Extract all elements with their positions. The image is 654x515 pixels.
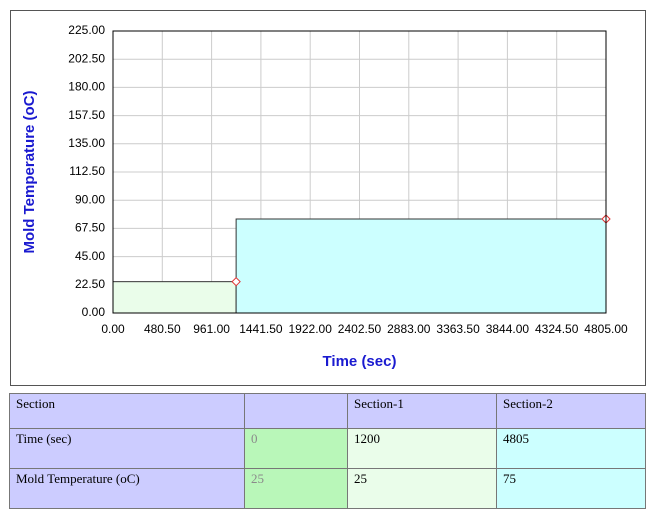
cell[interactable]: 25: [347, 468, 497, 509]
y-tick-label: 67.50: [75, 221, 105, 235]
area-segment: [112, 281, 237, 314]
y-tick-label: 135.00: [68, 136, 105, 150]
header-cell: Section: [9, 393, 245, 429]
point-marker: [231, 276, 241, 287]
plot-border: [112, 30, 607, 314]
row-label: Mold Temperature (oC): [9, 468, 245, 509]
area-segment: [235, 218, 607, 314]
chart: 0.00 22.50 45.00 67.50 90.00 112.50 135.00 157.…: [21, 23, 628, 370]
x-axis-label: Time (sec): [323, 353, 397, 370]
y-tick-label: 45.00: [75, 249, 105, 263]
x-tick-label: 2402.50: [338, 322, 382, 336]
x-tick-label: 1441.50: [239, 322, 283, 336]
x-tick-label: 3844.00: [486, 322, 530, 336]
y-tick-label: 225.00: [68, 23, 105, 37]
x-tick-label: 2883.00: [387, 322, 431, 336]
header-cell: Section-1: [347, 393, 497, 429]
cell[interactable]: 1200: [347, 428, 497, 469]
header-cell: Section-2: [496, 393, 646, 429]
x-tick-label: 1922.00: [289, 322, 333, 336]
header-cell: [244, 393, 348, 429]
chart-panel: 0.00 22.50 45.00 67.50 90.00 112.50 135.00 157.…: [10, 10, 646, 386]
cell[interactable]: 75: [496, 468, 646, 509]
y-tick-label: 180.00: [68, 80, 105, 94]
y-axis-label: Mold Temperature (oC): [21, 90, 38, 253]
x-tick-label: 3363.50: [436, 322, 480, 336]
row-label: Time (sec): [9, 428, 245, 469]
x-tick-label: 4805.00: [584, 322, 628, 336]
x-tick-label: 961.00: [193, 322, 230, 336]
x-tick-label: 0.00: [101, 322, 125, 336]
y-tick-label: 112.50: [69, 164, 105, 178]
cell: 25: [244, 468, 348, 509]
section-table: Section Section-1 Section-2 Time (sec) 0…: [9, 393, 646, 509]
y-tick-label: 157.50: [68, 108, 105, 122]
cell[interactable]: 4805: [496, 428, 646, 469]
cell: 0: [244, 428, 348, 469]
x-tick-label: 4324.50: [535, 322, 579, 336]
y-tick-label: 202.50: [68, 51, 105, 65]
y-tick-label: 22.50: [75, 277, 105, 291]
x-tick-label: 480.50: [144, 322, 181, 336]
y-tick-label: 0.00: [82, 305, 106, 319]
y-tick-label: 90.00: [75, 192, 105, 206]
